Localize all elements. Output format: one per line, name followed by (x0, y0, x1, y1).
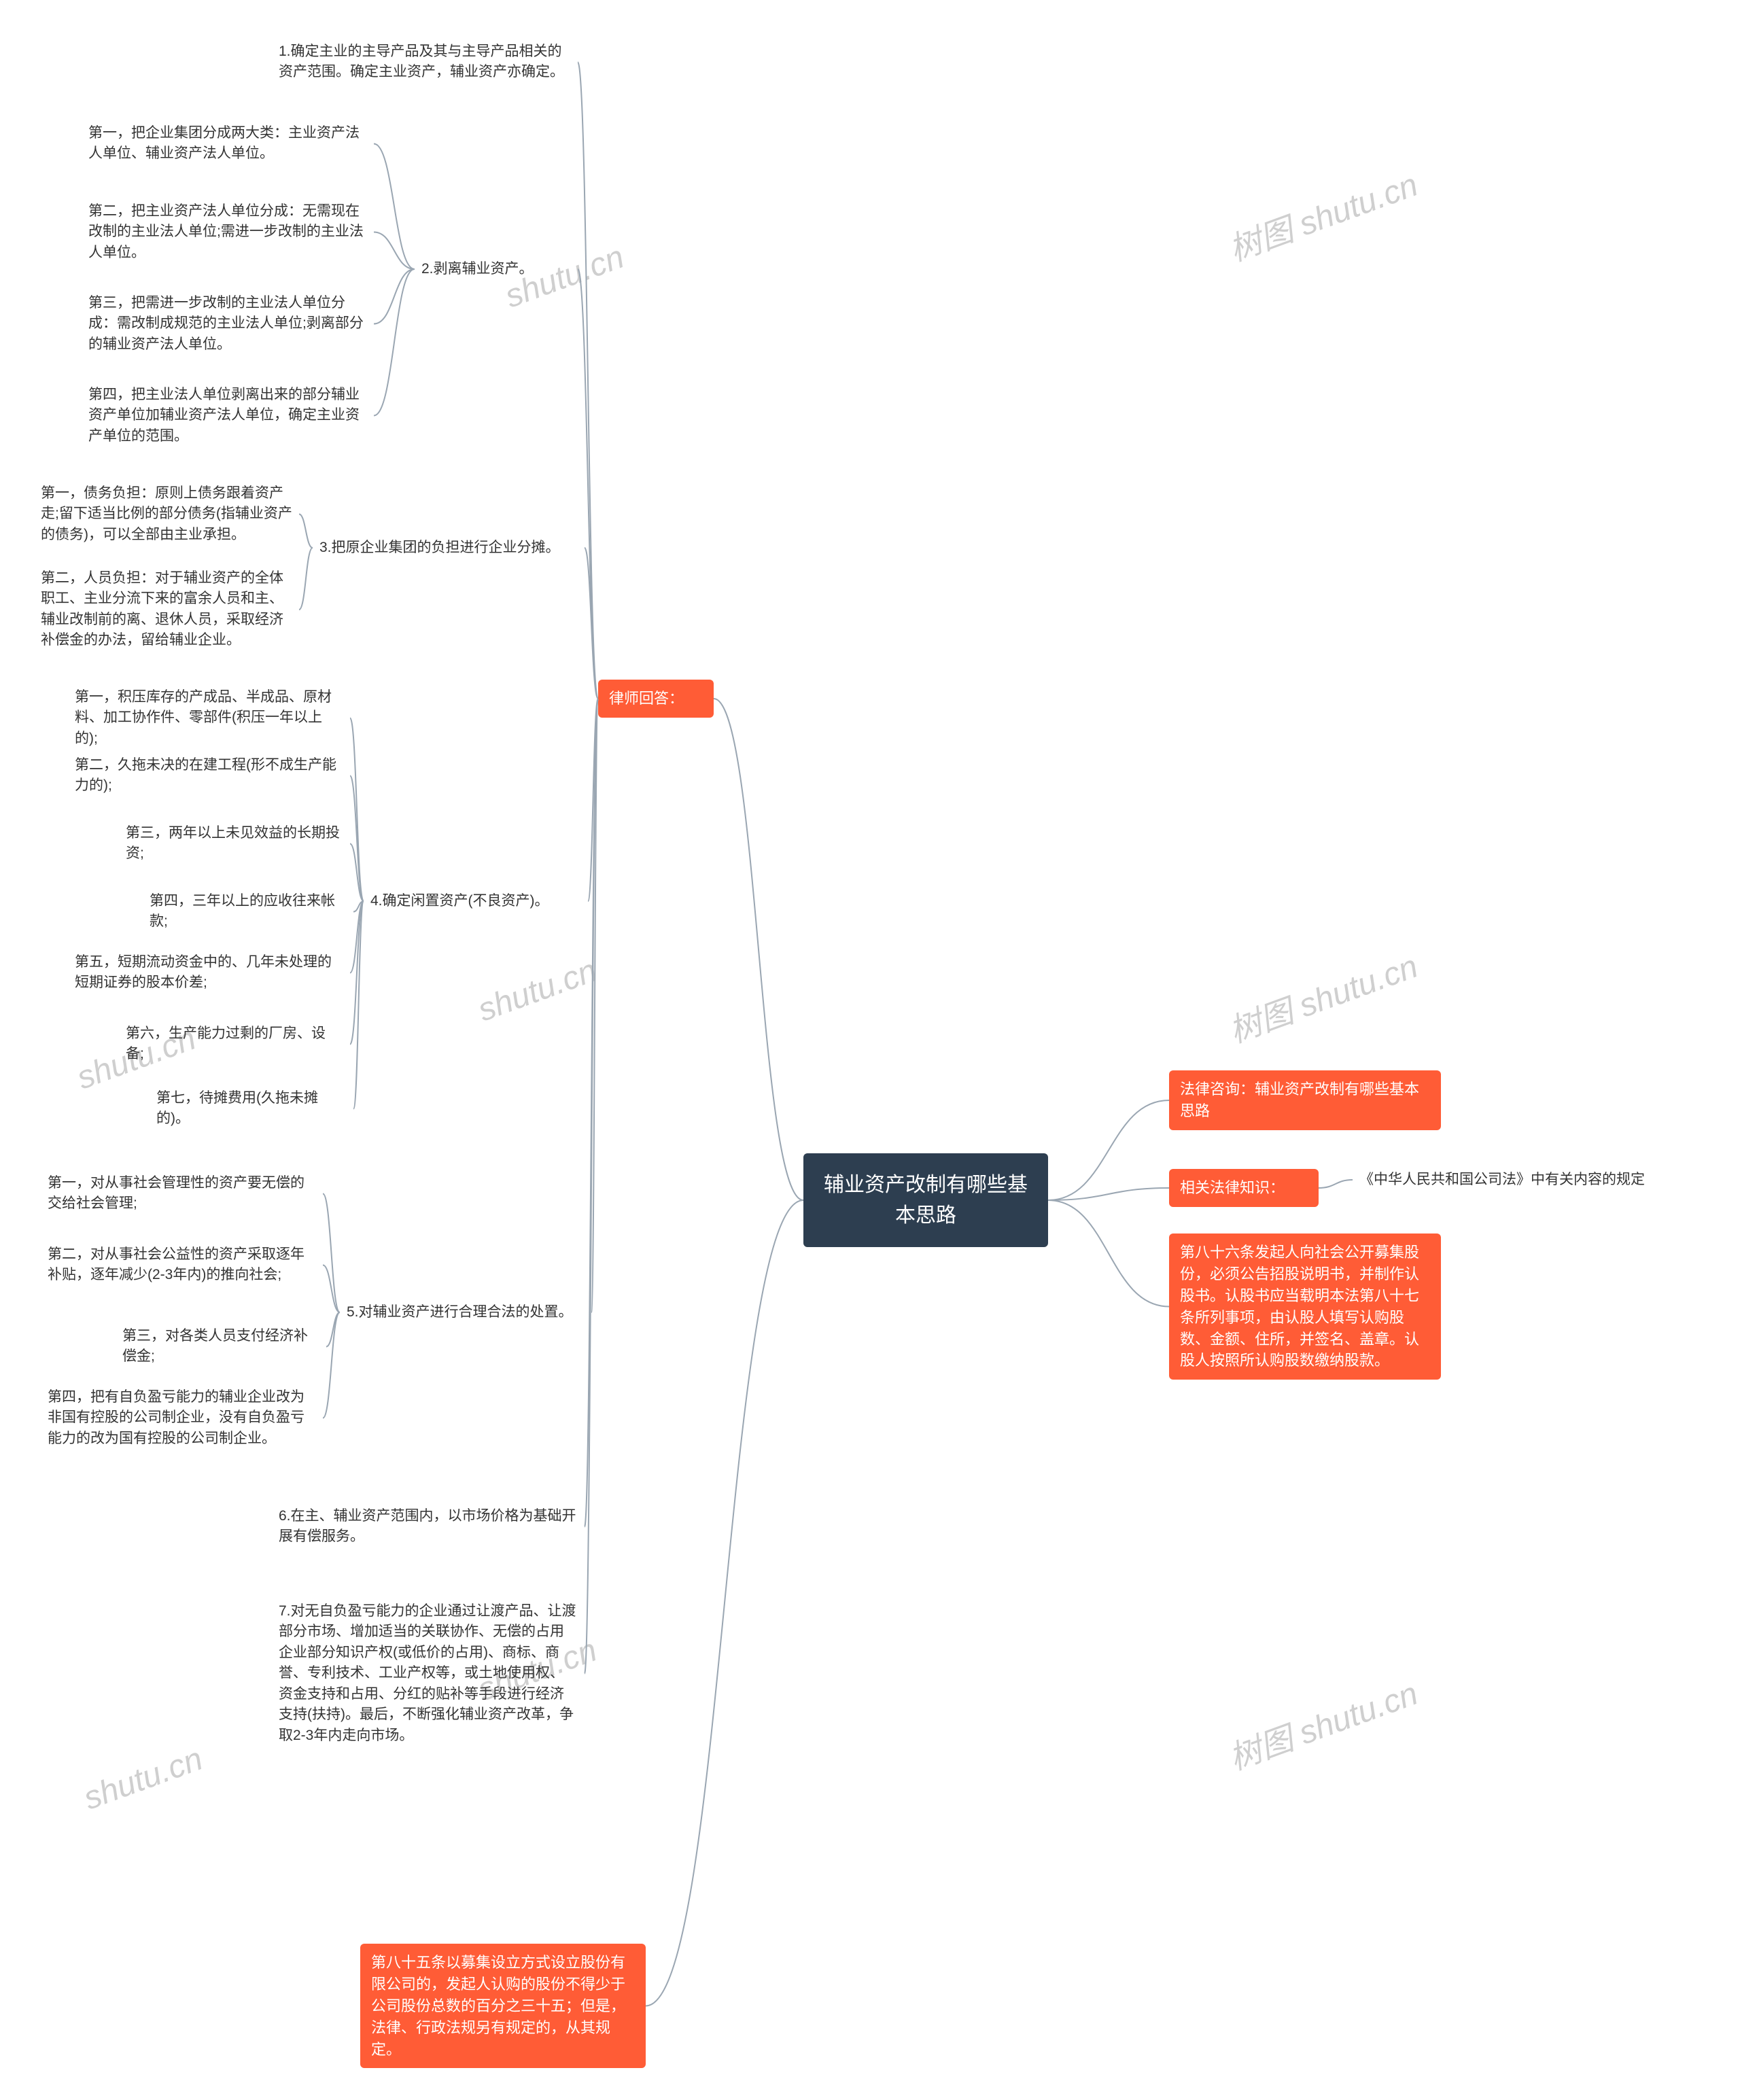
step-4-child-4: 第四，三年以上的应收往来帐款; (143, 887, 353, 937)
step-5: 5.对辅业资产进行合理合法的处置。 (340, 1298, 591, 1327)
step-2-child-3: 第三，把需进一步改制的主业法人单位分成：需改制成规范的主业法人单位;剥离部分的辅… (82, 289, 374, 359)
related-law-content: 《中华人民共和国公司法》中有关内容的规定 (1353, 1166, 1686, 1194)
step-3: 3.把原企业集团的负担进行企业分摊。 (313, 533, 585, 562)
related-law-node: 相关法律知识： (1169, 1169, 1319, 1207)
step-4-child-1: 第一，积压库存的产成品、半成品、原材料、加工协作件、零部件(积压一年以上的); (68, 683, 350, 753)
step-2: 2.剥离辅业资产。 (415, 255, 578, 283)
step-4-child-6: 第六，生产能力过剩的厂房、设备; (119, 1019, 350, 1069)
root-node: 辅业资产改制有哪些基本思路 (803, 1153, 1048, 1247)
watermark: 树图 shutu.cn (1221, 1666, 1423, 1779)
step-3-child-1: 第一，债务负担：原则上债务跟着资产走;留下适当比例的部分债务(指辅业资产的债务)… (34, 479, 299, 549)
legal-consult-node: 法律咨询：辅业资产改制有哪些基本思路 (1169, 1070, 1441, 1130)
step-4: 4.确定闲置资产(不良资产)。 (364, 887, 588, 915)
step-4-child-5: 第五，短期流动资金中的、几年未处理的短期证券的股本价差; (68, 948, 350, 998)
step-3-child-2: 第二，人员负担：对于辅业资产的全体职工、主业分流下来的富余人员和主、辅业改制前的… (34, 564, 299, 655)
watermark: 树图 shutu.cn (1221, 939, 1423, 1051)
step-4-child-3: 第三，两年以上未见效益的长期投资; (119, 819, 350, 869)
article-86-node: 第八十六条发起人向社会公开募集股份，必须公告招股说明书，并制作认股书。认股书应当… (1169, 1233, 1441, 1380)
step-2-child-2: 第二，把主业资产法人单位分成：无需现在改制的主业法人单位;需进一步改制的主业法人… (82, 197, 374, 267)
mindmap-canvas: 树图 shutu.cn 树图 shutu.cn 树图 shutu.cn shut… (0, 0, 1740, 2100)
step-5-child-4: 第四，把有自负盈亏能力的辅业企业改为非国有控股的公司制企业，没有自负盈亏能力的改… (41, 1383, 323, 1453)
step-1: 1.确定主业的主导产品及其与主导产品相关的资产范围。确定主业资产，辅业资产亦确定… (272, 37, 578, 87)
step-5-child-1: 第一，对从事社会管理性的资产要无偿的交给社会管理; (41, 1169, 323, 1219)
article-85-node: 第八十五条以募集设立方式设立股份有限公司的，发起人认购的股份不得少于公司股份总数… (360, 1944, 646, 2068)
watermark: shutu.cn (79, 1740, 207, 1818)
step-4-child-2: 第二，久拖未决的在建工程(形不成生产能力的); (68, 751, 350, 801)
step-5-child-2: 第二，对从事社会公益性的资产采取逐年补贴，逐年减少(2-3年内)的推向社会; (41, 1240, 323, 1290)
watermark: shutu.cn (473, 952, 602, 1030)
lawyer-answer-node: 律师回答： (598, 680, 714, 718)
step-2-child-4: 第四，把主业法人单位剥离出来的部分辅业资产单位加辅业资产法人单位，确定主业资产单… (82, 381, 374, 451)
step-7: 7.对无自负盈亏能力的企业通过让渡产品、让渡部分市场、增加适当的关联协作、无偿的… (272, 1597, 585, 1750)
step-6: 6.在主、辅业资产范围内，以市场价格为基础开展有偿服务。 (272, 1502, 585, 1552)
watermark: 树图 shutu.cn (1221, 158, 1423, 270)
step-5-child-3: 第三，对各类人员支付经济补偿金; (116, 1322, 326, 1371)
step-4-child-7: 第七，待摊费用(久拖未摊的)。 (150, 1084, 353, 1134)
step-2-child-1: 第一，把企业集团分成两大类：主业资产法人单位、辅业资产法人单位。 (82, 119, 374, 169)
